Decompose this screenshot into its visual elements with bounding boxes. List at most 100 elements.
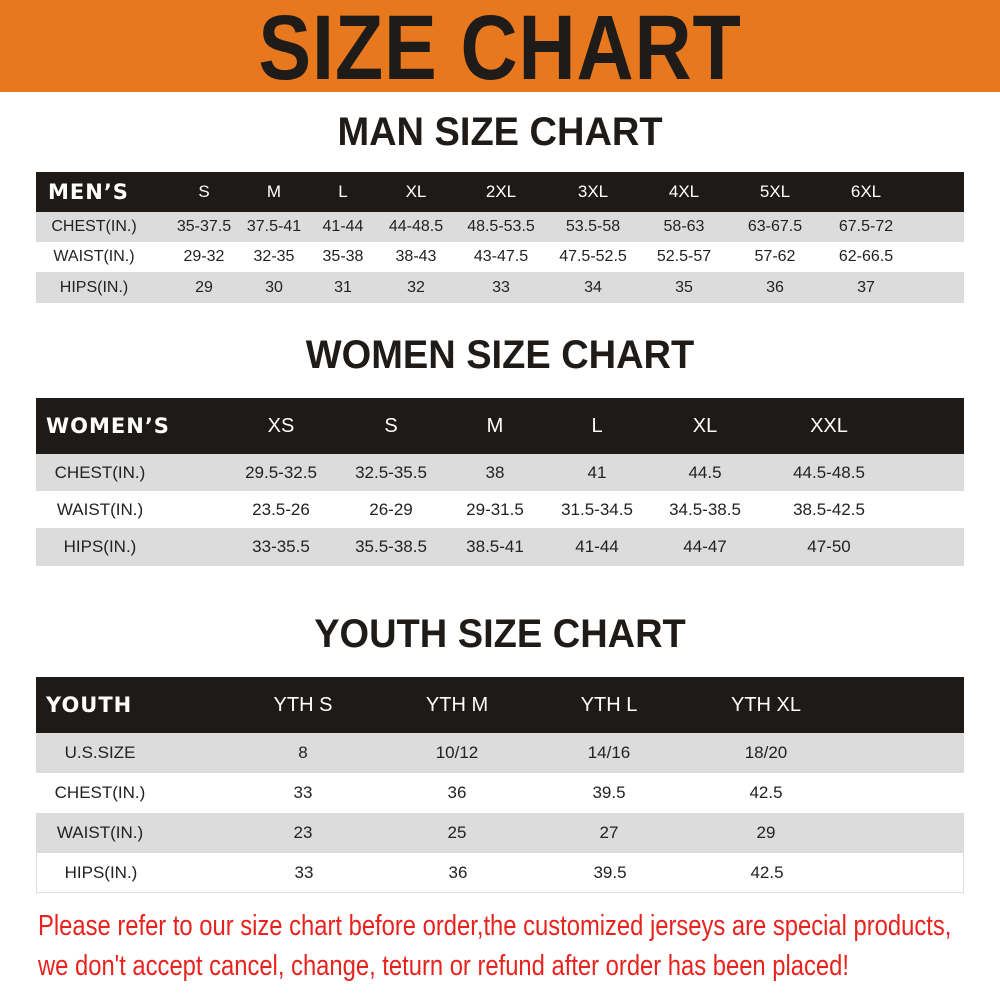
measurement-value: 35.5-38.5 bbox=[355, 537, 427, 556]
measurement-value: 41 bbox=[587, 462, 607, 482]
measurement-value: 36 bbox=[447, 783, 467, 802]
size-column-header: YTH XL bbox=[730, 693, 802, 716]
table-row: WAIST(IN.) 23 25 27 29 bbox=[36, 813, 964, 853]
measurement-value: 36 bbox=[766, 278, 784, 296]
measurement-value: 39.5 bbox=[593, 862, 627, 882]
measurement-value: 29 bbox=[195, 278, 213, 296]
measurement-value: 27 bbox=[599, 823, 619, 842]
women-header-row: WOMEN’S XS S M L XL XXL bbox=[36, 398, 964, 454]
measurement-value: 10/12 bbox=[435, 743, 479, 762]
men-header-row: MEN’S S M L XL 2XL 3XL 4XL 5XL 6XL bbox=[36, 172, 964, 212]
measurement-value: 44.5 bbox=[688, 462, 722, 482]
measurement-value: 29-32 bbox=[183, 248, 225, 265]
women-section-title: WOMEN SIZE CHART bbox=[305, 333, 695, 377]
table-row: CHEST(IN.) 29.5-32.5 32.5-35.5 38 41 44.5 44.5… bbox=[36, 454, 964, 491]
header-banner: SIZE CHART bbox=[0, 0, 1000, 99]
measurement-value: 63-67.5 bbox=[747, 218, 803, 235]
men-section-title: MAN SIZE CHART bbox=[337, 110, 663, 154]
size-column-header: YTH L bbox=[580, 693, 638, 716]
measurement-value: 31 bbox=[334, 278, 352, 296]
measurement-label: WAIST(IN.) bbox=[56, 823, 144, 842]
men-header-label: MEN’S bbox=[48, 180, 129, 204]
size-column-header: XL bbox=[405, 182, 427, 201]
measurement-value: 23 bbox=[293, 823, 313, 842]
size-column-header: 6XL bbox=[850, 182, 882, 201]
measurement-label: U.S.SIZE bbox=[64, 743, 136, 762]
measurement-value: 14/16 bbox=[587, 743, 631, 762]
notice-line-1: Please refer to our size chart before or… bbox=[38, 910, 952, 942]
measurement-value: 30 bbox=[265, 278, 283, 296]
women-header-label: WOMEN’S bbox=[46, 414, 170, 438]
measurement-label: WAIST(IN.) bbox=[53, 248, 135, 265]
youth-size-table: YOUTH YTH S YTH M YTH L YTH XL U.S.SIZE 8 10/12… bbox=[36, 677, 964, 893]
measurement-value: 36 bbox=[448, 862, 468, 882]
measurement-value: 42.5 bbox=[749, 783, 783, 802]
size-column-header: XL bbox=[692, 414, 718, 437]
size-column-header: 3XL bbox=[577, 182, 609, 201]
measurement-value: 47-50 bbox=[807, 537, 851, 556]
measurement-label: CHEST(IN.) bbox=[54, 462, 146, 482]
measurement-value: 33 bbox=[492, 278, 510, 296]
size-column-header: M bbox=[266, 182, 282, 201]
measurement-value: 35-38 bbox=[322, 248, 364, 265]
notice-line-2: we don't accept cancel, change, teturn o… bbox=[38, 950, 849, 982]
measurement-value: 35-37.5 bbox=[176, 218, 232, 235]
measurement-label: CHEST(IN.) bbox=[51, 218, 137, 235]
size-column-header: YTH M bbox=[425, 693, 489, 716]
measurement-value: 29-31.5 bbox=[466, 499, 524, 519]
measurement-value: 44-48.5 bbox=[388, 218, 444, 235]
measurement-value: 53.5-58 bbox=[565, 218, 621, 235]
measurement-value: 38.5-41 bbox=[466, 537, 524, 556]
measurement-value: 33-35.5 bbox=[252, 537, 310, 556]
measurement-label: HIPS(IN.) bbox=[64, 862, 138, 882]
measurement-value: 48.5-53.5 bbox=[467, 218, 535, 235]
measurement-value: 34.5-38.5 bbox=[669, 499, 741, 519]
measurement-value: 25 bbox=[447, 823, 467, 842]
measurement-value: 32.5-35.5 bbox=[355, 462, 427, 482]
measurement-value: 29.5-32.5 bbox=[245, 462, 317, 482]
measurement-value: 18/20 bbox=[744, 743, 788, 762]
table-row: HIPS(IN.) 33 36 39.5 42.5 bbox=[36, 853, 964, 893]
measurement-label: HIPS(IN.) bbox=[59, 278, 129, 296]
measurement-value: 37.5-41 bbox=[246, 218, 302, 235]
measurement-value: 44-47 bbox=[683, 537, 727, 556]
page-title: SIZE CHART bbox=[258, 0, 742, 99]
table-row: HIPS(IN.) 33-35.5 35.5-38.5 38.5-41 41-44 44-… bbox=[36, 528, 964, 566]
youth-section-title: YOUTH SIZE CHART bbox=[314, 612, 686, 656]
women-size-table: WOMEN’S XS S M L XL XXL CHEST(IN.) 29.5-32.5 32.5… bbox=[36, 398, 964, 566]
measurement-value: 32 bbox=[407, 278, 425, 296]
measurement-value: 37 bbox=[857, 278, 875, 296]
measurement-value: 52.5-57 bbox=[656, 248, 712, 265]
measurement-value: 34 bbox=[584, 278, 602, 296]
measurement-value: 38.5-42.5 bbox=[793, 499, 865, 519]
measurement-value: 8 bbox=[298, 743, 308, 762]
measurement-label: HIPS(IN.) bbox=[63, 537, 137, 556]
size-column-header: YTH S bbox=[273, 693, 333, 716]
measurement-value: 38-43 bbox=[395, 248, 437, 265]
measurement-value: 29 bbox=[756, 823, 776, 842]
table-row: CHEST(IN.) 33 36 39.5 42.5 bbox=[36, 773, 964, 813]
size-column-header: XXL bbox=[810, 414, 848, 437]
measurement-value: 47.5-52.5 bbox=[559, 248, 627, 265]
measurement-value: 33 bbox=[294, 862, 314, 882]
measurement-label: WAIST(IN.) bbox=[56, 499, 144, 519]
measurement-value: 58-63 bbox=[663, 218, 705, 235]
size-column-header: L bbox=[591, 414, 603, 437]
measurement-value: 44.5-48.5 bbox=[793, 462, 865, 482]
size-column-header: S bbox=[384, 414, 398, 437]
table-row: CHEST(IN.) 35-37.5 37.5-41 41-44 44-48.5 48.5… bbox=[36, 212, 964, 242]
youth-header-label: YOUTH bbox=[46, 693, 133, 717]
measurement-value: 23.5-26 bbox=[252, 499, 310, 519]
measurement-value: 26-29 bbox=[369, 499, 413, 519]
size-column-header: S bbox=[198, 182, 210, 201]
size-column-header: 2XL bbox=[485, 182, 517, 201]
measurement-value: 41-44 bbox=[322, 218, 364, 235]
size-column-header: 4XL bbox=[668, 182, 700, 201]
measurement-value: 57-62 bbox=[754, 248, 796, 265]
table-row: WAIST(IN.) 23.5-26 26-29 29-31.5 31.5-34.5 34… bbox=[36, 491, 964, 528]
table-row: U.S.SIZE 8 10/12 14/16 18/20 bbox=[36, 733, 964, 773]
men-size-table: MEN’S S M L XL 2XL 3XL 4XL 5XL 6XL CHEST(IN.) 35-37… bbox=[36, 172, 964, 303]
measurement-value: 38 bbox=[485, 462, 505, 482]
measurement-value: 62-66.5 bbox=[838, 248, 894, 265]
size-column-header: XS bbox=[267, 414, 295, 437]
